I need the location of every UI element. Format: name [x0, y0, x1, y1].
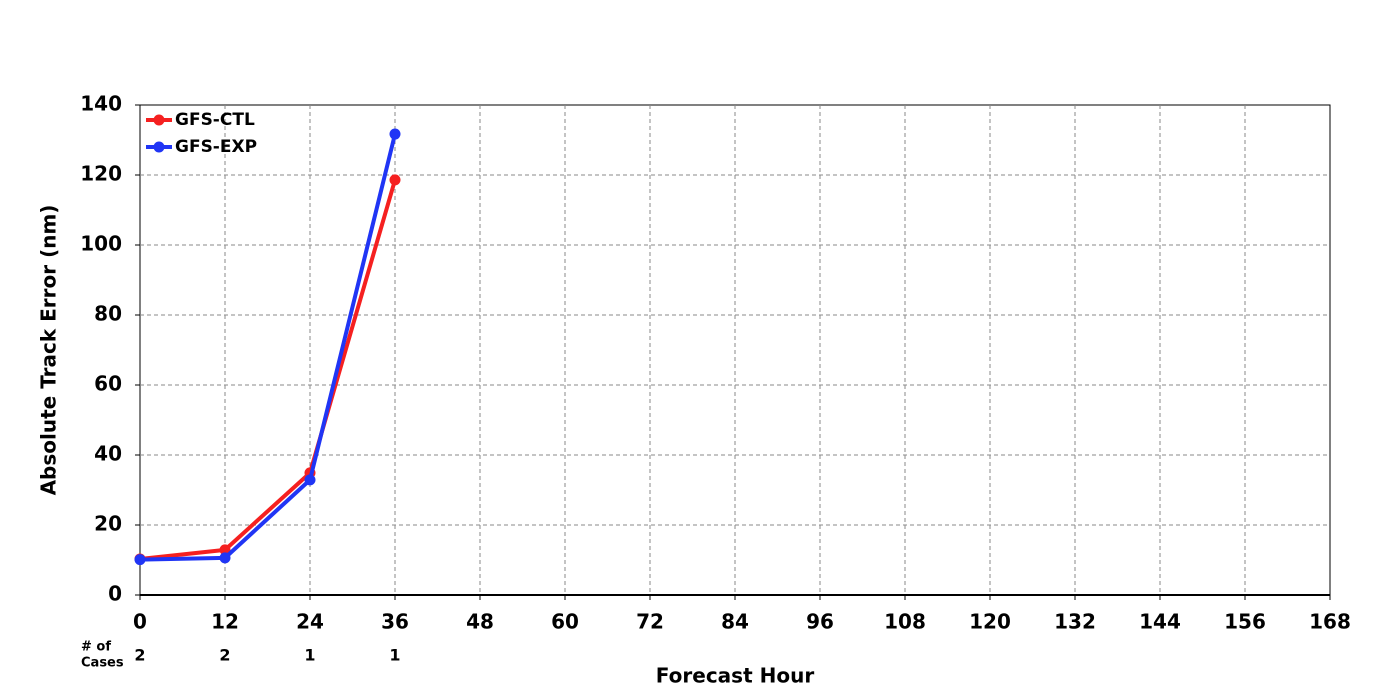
y-tick-label: 80 — [94, 302, 122, 326]
y-tick-label: 60 — [94, 372, 122, 396]
y-tick-label: 40 — [94, 442, 122, 466]
x-tick-label: 156 — [1224, 610, 1266, 634]
y-tick-label: 0 — [108, 582, 122, 606]
y-tick-label: 140 — [80, 92, 122, 116]
x-tick-label: 0 — [133, 610, 147, 634]
x-tick-label: 108 — [884, 610, 926, 634]
data-point — [219, 544, 231, 556]
data-point — [389, 174, 401, 186]
series-line — [139, 179, 397, 561]
data-point — [219, 552, 231, 564]
series-line — [139, 133, 397, 562]
x-tick-label: 36 — [381, 610, 409, 634]
cases-label: # of — [81, 640, 111, 655]
legend-marker — [153, 114, 165, 126]
x-tick-label: 120 — [969, 610, 1011, 634]
x-tick-label: 84 — [721, 610, 749, 634]
x-tick-label: 96 — [806, 610, 834, 634]
legend-label: GFS-CTL — [175, 110, 255, 130]
data-point — [304, 474, 316, 486]
case-count: 2 — [134, 646, 145, 665]
y-tick-label: 20 — [94, 512, 122, 536]
x-axis-label: Forecast Hour — [656, 664, 815, 688]
x-tick-label: 168 — [1309, 610, 1351, 634]
case-count: 1 — [304, 646, 315, 665]
legend-label: GFS-EXP — [175, 137, 257, 157]
x-tick-label: 24 — [296, 610, 324, 634]
y-tick-label: 100 — [80, 232, 122, 256]
x-tick-label: 132 — [1054, 610, 1096, 634]
x-tick-label: 72 — [636, 610, 664, 634]
data-point — [134, 554, 146, 566]
case-count: 1 — [389, 646, 400, 665]
x-tick-label: 60 — [551, 610, 579, 634]
y-axis-label: Absolute Track Error (nm) — [37, 205, 61, 496]
case-count: 2 — [219, 646, 230, 665]
x-tick-label: 12 — [211, 610, 239, 634]
x-tick-label: 144 — [1139, 610, 1181, 634]
y-tick-label: 120 — [80, 162, 122, 186]
data-point — [389, 128, 401, 140]
legend-marker — [153, 141, 165, 153]
cases-label: Cases — [81, 656, 124, 671]
x-tick-label: 48 — [466, 610, 494, 634]
